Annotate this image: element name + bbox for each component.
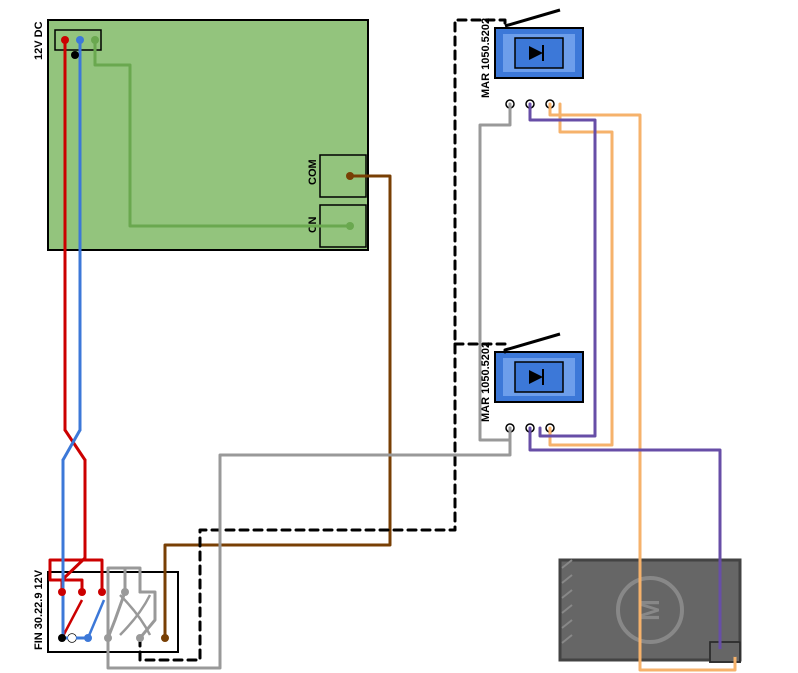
wire-node xyxy=(161,634,169,642)
wire-node xyxy=(68,634,76,642)
wire-node xyxy=(346,222,354,230)
wire-node xyxy=(78,588,86,596)
sensor-lever-2 xyxy=(505,334,560,350)
wire-node xyxy=(61,36,69,44)
schematic-canvas: 12V DCCOMONFIN 30.22.9 12VMAR 1050.5202M… xyxy=(0,0,798,673)
wire-node xyxy=(71,51,79,59)
wire-node xyxy=(716,649,724,657)
wire-node xyxy=(84,634,92,642)
wire-node xyxy=(136,634,144,642)
sensor-label-2: MAR 1050.5202 xyxy=(480,342,492,422)
wire-node xyxy=(98,588,106,596)
com-label: COM xyxy=(307,159,319,185)
relay-module xyxy=(48,572,178,652)
wire-node xyxy=(346,172,354,180)
wire-node xyxy=(76,36,84,44)
wire-node xyxy=(91,36,99,44)
wire-node xyxy=(104,634,112,642)
relay-label: FIN 30.22.9 12V xyxy=(33,569,45,650)
wire-node xyxy=(58,588,66,596)
wire-node xyxy=(58,634,66,642)
wire xyxy=(65,430,85,460)
wire xyxy=(63,430,80,460)
wire-node xyxy=(121,588,129,596)
wire-node xyxy=(731,649,739,657)
controller-label: 12V DC xyxy=(33,21,45,60)
sensor-lever-1 xyxy=(505,10,560,26)
sensor-label-1: MAR 1050.5202 xyxy=(480,18,492,98)
